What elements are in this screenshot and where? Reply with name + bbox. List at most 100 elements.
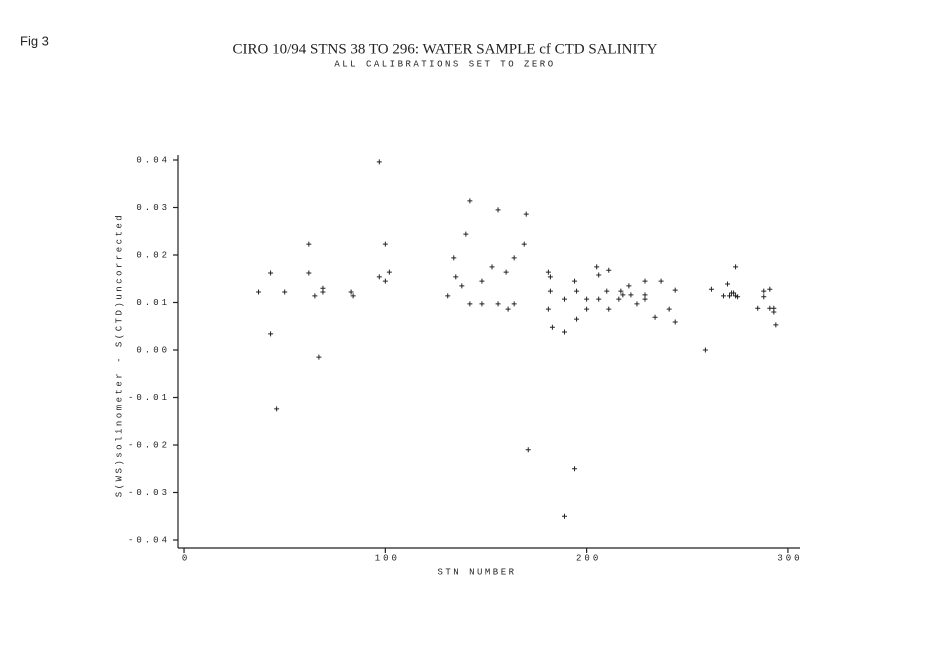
data-point (316, 354, 322, 360)
data-point (479, 301, 485, 307)
data-point (727, 293, 733, 299)
data-point (511, 301, 517, 307)
data-point (350, 293, 356, 299)
data-point (256, 289, 262, 295)
data-point (376, 274, 382, 280)
data-point (773, 322, 779, 328)
chart-subtitle: ALL CALIBRATIONS SET TO ZERO (334, 59, 555, 69)
y-tick-label: -0.01 (128, 393, 170, 403)
data-point (626, 283, 632, 289)
data-point (616, 296, 622, 302)
data-point (268, 270, 274, 276)
data-point (467, 198, 473, 204)
data-point (525, 447, 531, 453)
data-point (386, 269, 392, 275)
data-point (268, 331, 274, 337)
data-point (731, 290, 737, 296)
data-point (274, 406, 280, 412)
data-point (549, 324, 555, 330)
data-point (489, 264, 495, 270)
figure-label: Fig 3 (20, 33, 49, 48)
data-point (376, 159, 382, 165)
data-point (596, 296, 602, 302)
data-point (467, 301, 473, 307)
data-point (523, 211, 529, 217)
data-point (708, 286, 714, 292)
data-point (642, 292, 648, 298)
data-point (545, 306, 551, 312)
data-point (584, 296, 590, 302)
data-point (572, 278, 578, 284)
data-point (755, 305, 761, 311)
data-point (604, 288, 610, 294)
data-point (733, 264, 739, 270)
data-point (495, 301, 501, 307)
data-point (606, 267, 612, 273)
data-point (521, 241, 527, 247)
data-point (672, 319, 678, 325)
data-point (767, 286, 773, 292)
data-point (545, 269, 551, 275)
data-point (771, 309, 777, 315)
data-point (634, 301, 640, 307)
data-point (312, 293, 318, 299)
data-point (721, 293, 727, 299)
y-tick-label: 0.00 (136, 345, 170, 355)
y-tick-label: -0.04 (128, 535, 170, 545)
data-point (652, 314, 658, 320)
data-point (761, 294, 767, 300)
data-point (382, 241, 388, 247)
data-point (459, 283, 465, 289)
data-point (445, 293, 451, 299)
data-point (306, 241, 312, 247)
data-point (620, 292, 626, 298)
data-point (348, 289, 354, 295)
y-tick-label: -0.03 (128, 488, 170, 498)
data-point (547, 274, 553, 280)
data-point (761, 288, 767, 294)
data-point (618, 288, 624, 294)
x-tick-label: 300 (777, 553, 802, 563)
data-point (561, 296, 567, 302)
x-tick-label: 200 (576, 553, 601, 563)
data-point (642, 278, 648, 284)
data-point (306, 270, 312, 276)
chart-title: CIRO 10/94 STNS 38 TO 296: WATER SAMPLE … (232, 41, 657, 57)
data-point (642, 296, 648, 302)
y-axis-label: S(WS)solinometer - S(CTD)uncorrected (114, 213, 124, 497)
data-point (672, 287, 678, 293)
y-tick-label: -0.02 (128, 440, 170, 450)
data-point (453, 274, 459, 280)
data-point (735, 294, 741, 300)
data-point (282, 289, 288, 295)
data-point (596, 272, 602, 278)
x-tick-label: 100 (375, 553, 400, 563)
data-point (574, 288, 580, 294)
data-point (511, 255, 517, 261)
data-point (495, 207, 501, 213)
data-point (658, 278, 664, 284)
data-point (561, 513, 567, 519)
data-point (382, 278, 388, 284)
data-point (505, 306, 511, 312)
x-tick-label: 0 (182, 553, 190, 563)
data-point (574, 316, 580, 322)
y-tick-label: 0.04 (136, 155, 170, 165)
data-point (584, 306, 590, 312)
data-point (606, 306, 612, 312)
data-point (320, 289, 326, 295)
data-point (725, 281, 731, 287)
data-point (628, 292, 634, 298)
data-point (561, 329, 567, 335)
y-tick-label: 0.02 (136, 250, 170, 260)
y-tick-label: 0.03 (136, 203, 170, 213)
data-point (451, 255, 457, 261)
data-point (572, 466, 578, 472)
x-axis-label: STN NUMBER (437, 567, 516, 577)
data-point (594, 264, 600, 270)
data-point (702, 347, 708, 353)
data-point (463, 231, 469, 237)
data-point (479, 278, 485, 284)
data-point (666, 306, 672, 312)
